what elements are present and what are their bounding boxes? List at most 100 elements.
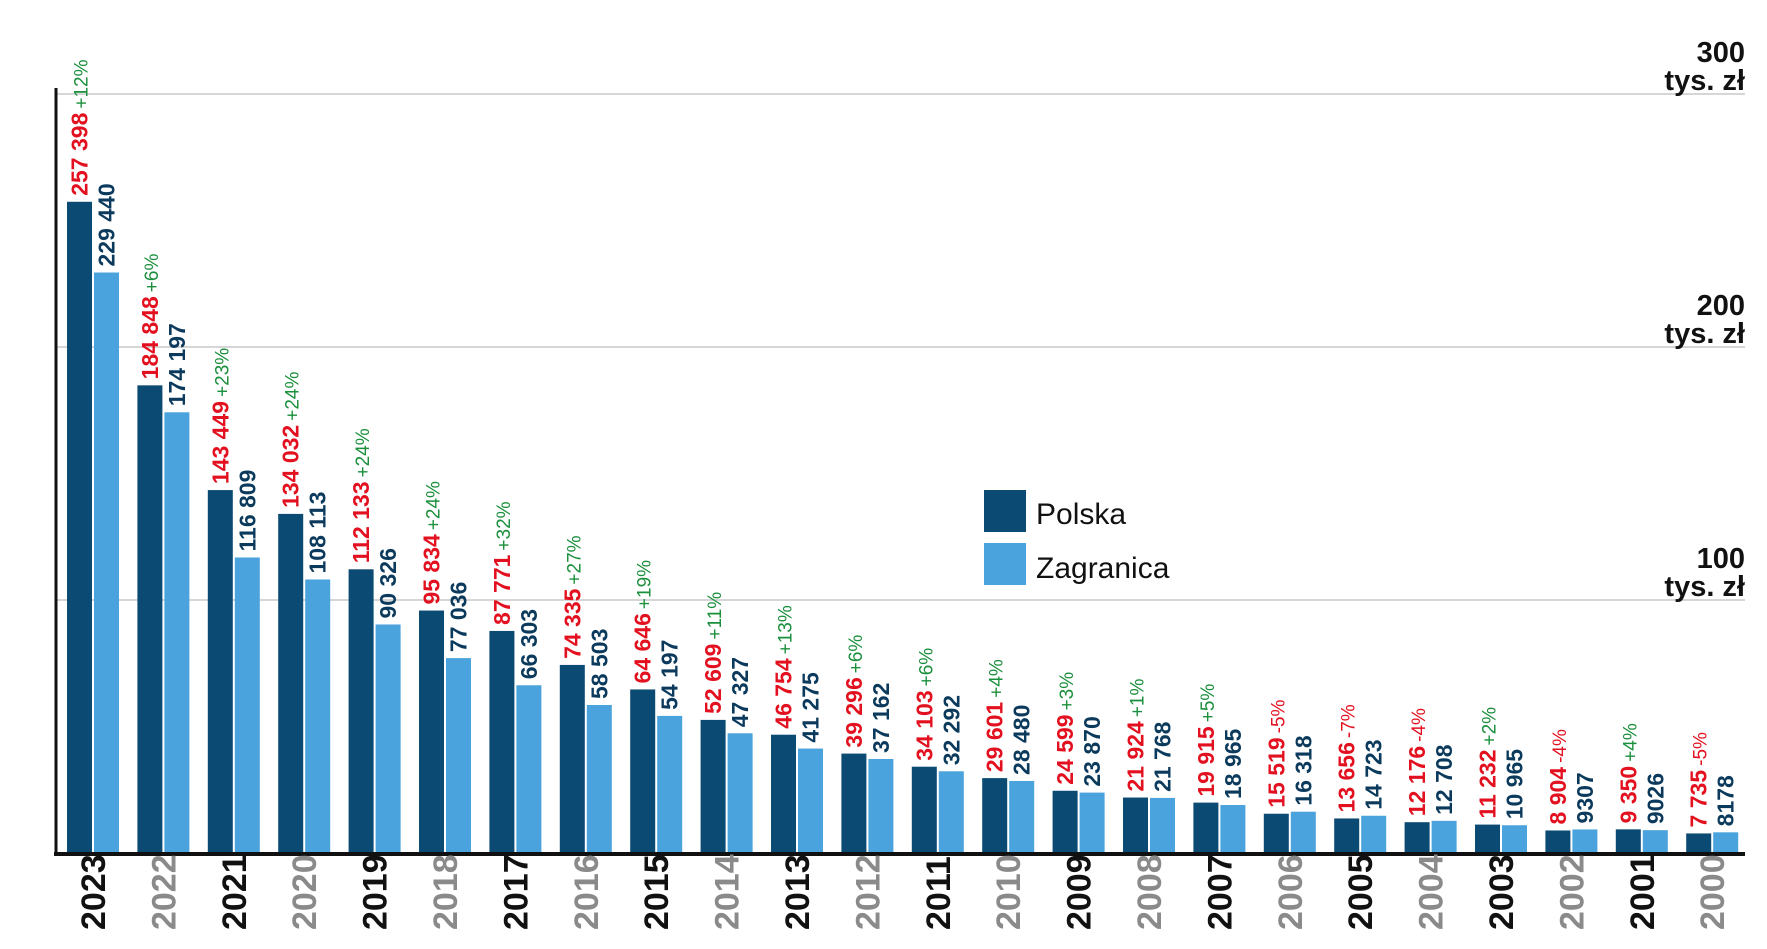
x-tick-label-2012: 2012 (849, 854, 887, 930)
data-label-zagranica-2005: 14 723 (1361, 739, 1387, 809)
change-label-2003: +2% (1480, 707, 1501, 746)
legend-swatch-zagranica (984, 543, 1026, 585)
bar-polska-2007 (1193, 802, 1219, 853)
bar-zagranica-2017 (516, 685, 542, 853)
bar-zagranica-2012 (868, 758, 894, 853)
bar-zagranica-2023 (94, 272, 119, 853)
data-label-polska-2014: 52 609+11% (700, 592, 726, 714)
data-label-polska-2010: 29 601+4% (982, 659, 1008, 772)
change-label-2020: +24% (283, 372, 304, 421)
bar-zagranica-2018 (446, 658, 471, 853)
data-label-zagranica-2023: 229 440 (94, 183, 120, 266)
x-tick-label-2010: 2010 (990, 854, 1028, 930)
data-label-polska-2006: 15 519-5% (1263, 699, 1289, 807)
data-label-polska-2000: 7 735-5% (1686, 732, 1712, 827)
legend-swatch-polska (984, 490, 1026, 532)
data-label-zagranica-2020: 108 113 (305, 492, 331, 574)
bar-polska-2018 (419, 610, 444, 853)
data-label-polska-2009: 24 599+3% (1052, 672, 1078, 785)
bar-zagranica-2010 (1009, 780, 1035, 853)
legend-label-polska: Polska (1036, 498, 1126, 531)
x-tick-label-2023: 2023 (75, 854, 113, 930)
data-label-zagranica-2014: 47 327 (727, 657, 753, 727)
change-label-2011: +6% (916, 648, 937, 687)
legend-label-zagranica: Zagranica (1036, 552, 1170, 585)
x-tick-label-2020: 2020 (286, 854, 324, 930)
x-tick-label-2009: 2009 (1061, 854, 1099, 930)
x-tick-label-2000: 2000 (1694, 854, 1732, 930)
x-tick-label-2006: 2006 (1272, 854, 1310, 930)
data-label-zagranica-2019: 90 326 (375, 548, 401, 618)
data-label-zagranica-2010: 28 480 (1009, 705, 1035, 775)
x-tick-label-2007: 2007 (1201, 854, 1239, 930)
data-label-polska-2022: 184 848+6% (137, 254, 163, 380)
data-labels: 257 398+12%229 440 184 848+6%174 197 143 4… (67, 59, 1739, 827)
y-tick-label-100: 100 (1697, 543, 1745, 575)
change-label-2012: +6% (846, 635, 867, 674)
data-label-polska-2011: 34 103+6% (911, 648, 937, 761)
data-label-polska-2007: 19 915+5% (1193, 684, 1219, 797)
bar-polska-2017 (489, 630, 515, 853)
data-label-zagranica-2011: 32 292 (938, 695, 964, 765)
x-tick-label-2015: 2015 (638, 854, 676, 930)
change-label-2018: +24% (424, 481, 445, 530)
change-label-2015: +19% (635, 560, 656, 609)
change-label-2017: +32% (494, 501, 515, 550)
bar-polska-2011 (911, 766, 937, 853)
bars (67, 201, 1739, 853)
change-label-2001: +4% (1620, 723, 1641, 762)
bar-zagranica-2015 (657, 715, 683, 853)
bar-polska-2002 (1545, 830, 1571, 853)
bar-polska-2013 (771, 734, 796, 853)
data-label-zagranica-2013: 41 275 (798, 672, 824, 743)
change-label-2007: +5% (1198, 684, 1219, 723)
bar-zagranica-2003 (1502, 825, 1527, 853)
bar-polska-2015 (630, 689, 656, 853)
data-label-zagranica-2003: 10 965 (1502, 749, 1528, 820)
data-label-polska-2004: 12 176-4% (1404, 708, 1430, 816)
x-tick-label-2004: 2004 (1413, 854, 1451, 930)
bar-zagranica-2000 (1713, 832, 1739, 853)
data-label-zagranica-2021: 116 809 (234, 470, 260, 552)
data-label-polska-2005: 13 656-7% (1334, 704, 1360, 812)
data-label-polska-2016: 74 335+27% (559, 535, 585, 659)
x-tick-label-2014: 2014 (709, 854, 747, 930)
bar-polska-2021 (207, 490, 233, 853)
data-label-zagranica-2006: 16 318 (1290, 735, 1316, 806)
x-tick-label-2008: 2008 (1131, 854, 1169, 930)
gridlines (56, 93, 1745, 601)
bar-zagranica-2019 (375, 624, 401, 853)
x-tick-label-2005: 2005 (1342, 854, 1380, 930)
change-label-2005: -7% (1339, 704, 1360, 738)
bar-polska-2012 (841, 753, 867, 853)
data-label-zagranica-2007: 18 965 (1220, 728, 1246, 799)
data-label-polska-2017: 87 771+32% (489, 501, 515, 625)
change-label-2004: -4% (1409, 708, 1430, 742)
data-label-zagranica-2017: 66 303 (516, 609, 542, 679)
bar-polska-2020 (278, 513, 304, 853)
data-label-polska-2002: 8 904-4% (1545, 729, 1571, 824)
data-label-zagranica-2022: 174 197 (164, 323, 190, 406)
bar-polska-2000 (1686, 833, 1712, 853)
bar-zagranica-2005 (1361, 815, 1387, 853)
bar-polska-2008 (1123, 797, 1148, 853)
x-tick-label-2019: 2019 (357, 854, 395, 930)
data-label-polska-2015: 64 646+19% (630, 560, 656, 684)
change-label-2019: +24% (353, 428, 374, 477)
bar-zagranica-2006 (1290, 811, 1316, 853)
bar-zagranica-2016 (586, 704, 612, 853)
bar-polska-2001 (1615, 829, 1641, 853)
change-label-2008: +1% (1128, 679, 1149, 718)
change-label-2002: -4% (1550, 729, 1571, 763)
bar-polska-2016 (559, 664, 585, 853)
y-unit-label-300: tys. zł (1664, 65, 1745, 97)
bar-zagranica-2011 (938, 771, 964, 853)
x-tick-label-2013: 2013 (779, 854, 817, 930)
change-label-2021: +23% (212, 348, 233, 397)
data-label-polska-2012: 39 296+6% (841, 635, 867, 748)
change-label-2006: -5% (1268, 699, 1289, 733)
change-label-2014: +11% (705, 592, 726, 640)
bar-zagranica-2014 (727, 733, 753, 853)
